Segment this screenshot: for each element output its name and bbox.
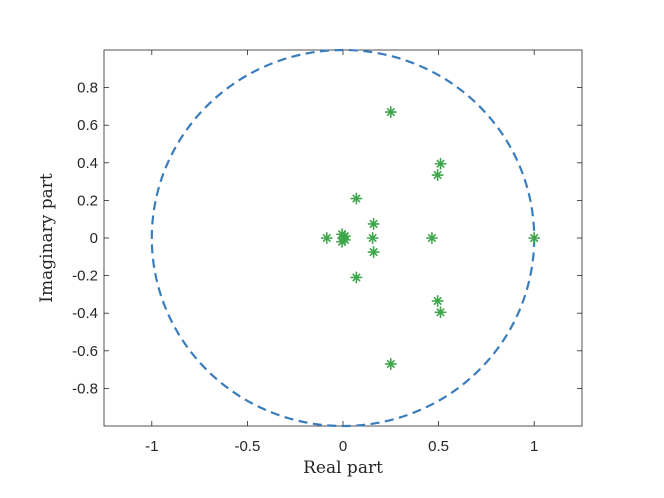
pole-marker [528,232,541,244]
y-tick-label: 0.4 [77,155,98,172]
y-tick-label: -0.2 [72,268,98,285]
y-axis-label: Imaginary part [37,173,57,303]
pole-marker [350,271,363,284]
pole-marker [338,233,351,246]
pole-marker [384,357,397,370]
x-tick-label: -1 [145,438,158,455]
y-tick-label: -0.8 [72,380,98,397]
pole-marker [434,306,447,319]
x-axis-label: Real part [303,458,383,478]
pole-marker [431,169,444,182]
x-tick-label: -0.5 [234,438,260,455]
pole-marker [434,157,447,170]
pole-marker [425,232,438,244]
y-tick-label: -0.6 [72,343,98,360]
pole-marker [384,106,397,119]
y-tick-label: -0.4 [72,305,98,322]
y-tick-label: 0.2 [77,192,98,209]
pole-marker [431,294,444,307]
pole-marker [367,246,380,259]
y-tick-label: 0.8 [77,80,98,97]
pole-marker [367,217,380,230]
pole-marker [350,192,363,205]
pole-marker [366,232,379,244]
y-tick-label: 0.6 [77,117,98,134]
x-tick-label: 0 [339,438,347,455]
x-tick-label: 1 [530,438,538,455]
y-tick-label: 0 [90,230,98,247]
plot-area: -1 -0.5 0 0.5 1 -0.8 -0.6 -0.4 -0.2 0 0.2 0.4 0.6 0.8 [72,48,583,455]
x-tick-label: 0.5 [428,438,449,455]
pole-marker [320,232,333,244]
